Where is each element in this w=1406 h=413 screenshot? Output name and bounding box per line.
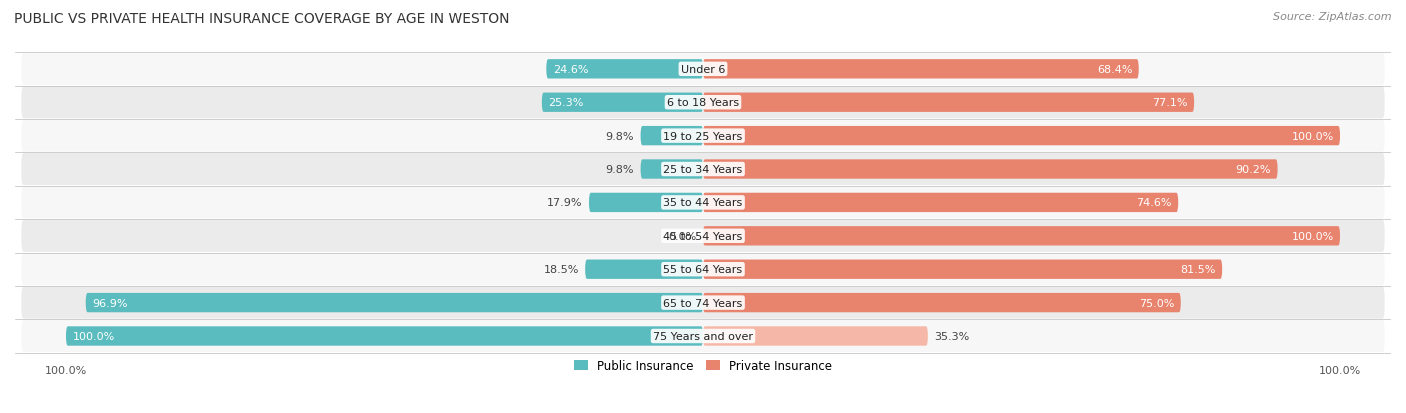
FancyBboxPatch shape <box>21 254 1385 285</box>
Text: 35 to 44 Years: 35 to 44 Years <box>664 198 742 208</box>
Text: 100.0%: 100.0% <box>1292 131 1334 141</box>
FancyBboxPatch shape <box>21 120 1385 152</box>
Text: Under 6: Under 6 <box>681 65 725 75</box>
FancyBboxPatch shape <box>641 160 703 179</box>
Text: 35.3%: 35.3% <box>934 331 970 341</box>
Text: 55 to 64 Years: 55 to 64 Years <box>664 265 742 275</box>
FancyBboxPatch shape <box>21 154 1385 185</box>
FancyBboxPatch shape <box>21 220 1385 252</box>
Text: 81.5%: 81.5% <box>1181 265 1216 275</box>
FancyBboxPatch shape <box>703 127 1340 146</box>
FancyBboxPatch shape <box>547 60 703 79</box>
FancyBboxPatch shape <box>703 327 928 346</box>
Text: 75 Years and over: 75 Years and over <box>652 331 754 341</box>
Text: 19 to 25 Years: 19 to 25 Years <box>664 131 742 141</box>
Text: 25.3%: 25.3% <box>548 98 583 108</box>
Text: 25 to 34 Years: 25 to 34 Years <box>664 165 742 175</box>
FancyBboxPatch shape <box>703 93 1194 113</box>
Text: 74.6%: 74.6% <box>1136 198 1171 208</box>
Legend: Public Insurance, Private Insurance: Public Insurance, Private Insurance <box>569 354 837 377</box>
Text: 0.0%: 0.0% <box>668 231 696 241</box>
FancyBboxPatch shape <box>86 293 703 313</box>
FancyBboxPatch shape <box>21 187 1385 219</box>
FancyBboxPatch shape <box>21 54 1385 85</box>
FancyBboxPatch shape <box>585 260 703 279</box>
FancyBboxPatch shape <box>703 60 1139 79</box>
Text: 100.0%: 100.0% <box>72 331 114 341</box>
Text: 18.5%: 18.5% <box>543 265 579 275</box>
Text: Source: ZipAtlas.com: Source: ZipAtlas.com <box>1274 12 1392 22</box>
FancyBboxPatch shape <box>703 193 1178 213</box>
FancyBboxPatch shape <box>541 93 703 113</box>
FancyBboxPatch shape <box>66 327 703 346</box>
FancyBboxPatch shape <box>641 127 703 146</box>
Text: 100.0%: 100.0% <box>1292 231 1334 241</box>
FancyBboxPatch shape <box>21 320 1385 352</box>
FancyBboxPatch shape <box>703 160 1278 179</box>
Text: 65 to 74 Years: 65 to 74 Years <box>664 298 742 308</box>
Text: 9.8%: 9.8% <box>606 165 634 175</box>
Text: 68.4%: 68.4% <box>1097 65 1132 75</box>
Text: 90.2%: 90.2% <box>1236 165 1271 175</box>
Text: 77.1%: 77.1% <box>1153 98 1188 108</box>
FancyBboxPatch shape <box>21 287 1385 319</box>
Text: 96.9%: 96.9% <box>91 298 128 308</box>
Text: 9.8%: 9.8% <box>606 131 634 141</box>
Text: 24.6%: 24.6% <box>553 65 588 75</box>
Text: 6 to 18 Years: 6 to 18 Years <box>666 98 740 108</box>
FancyBboxPatch shape <box>703 227 1340 246</box>
FancyBboxPatch shape <box>21 87 1385 119</box>
Text: 17.9%: 17.9% <box>547 198 582 208</box>
FancyBboxPatch shape <box>589 193 703 213</box>
Text: 45 to 54 Years: 45 to 54 Years <box>664 231 742 241</box>
Text: 75.0%: 75.0% <box>1139 298 1174 308</box>
Text: PUBLIC VS PRIVATE HEALTH INSURANCE COVERAGE BY AGE IN WESTON: PUBLIC VS PRIVATE HEALTH INSURANCE COVER… <box>14 12 509 26</box>
FancyBboxPatch shape <box>703 260 1222 279</box>
FancyBboxPatch shape <box>703 293 1181 313</box>
